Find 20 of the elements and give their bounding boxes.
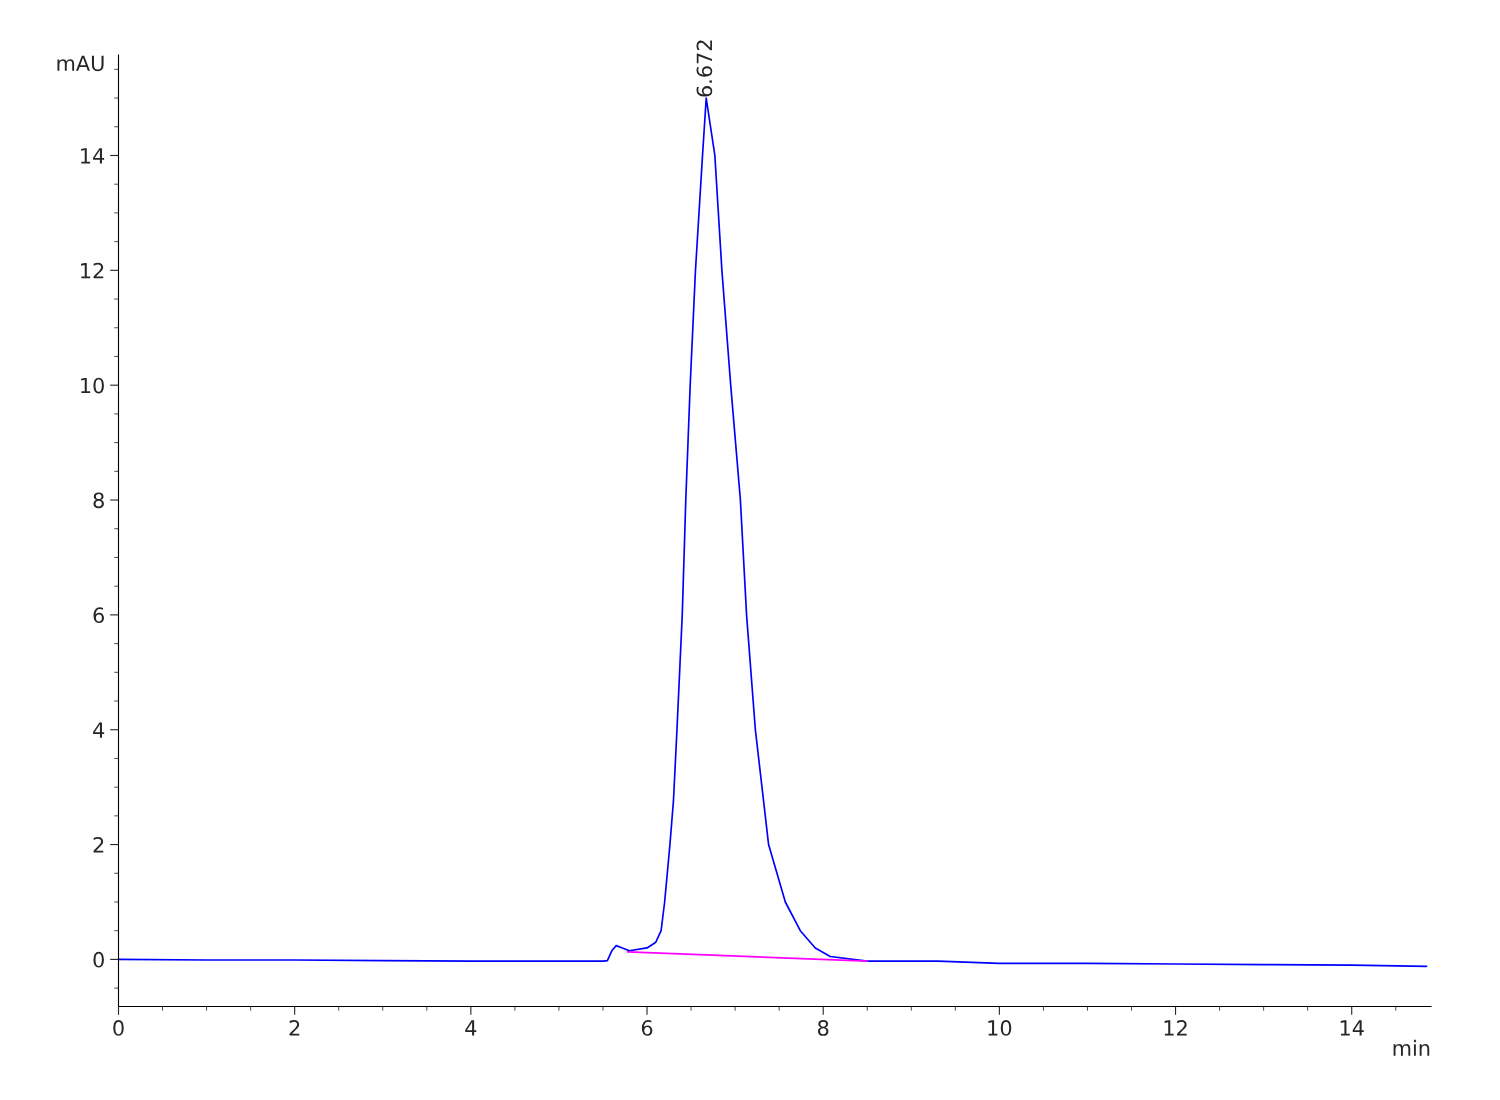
x-tick-label: 2 [289,1020,300,1036]
y-tick-label: 10 [81,377,104,394]
x-tick-label: 14 [1340,1020,1364,1036]
x-tick-label: 4 [465,1020,477,1036]
x-axis-title: min [1393,1039,1430,1056]
y-axis-title: mAU [57,55,104,72]
y-tick-label: 0 [93,951,104,968]
annotation: 6.672 [696,40,713,97]
x-tick-label: 8 [817,1020,829,1036]
x-tick-label: 12 [1164,1020,1187,1036]
x-tick-label: 0 [113,1020,124,1036]
x-tick-label: 10 [988,1020,1012,1036]
line-series [118,97,1428,968]
y-tick-label: 2 [93,837,104,853]
y-tick-label: 14 [81,148,105,164]
y-tick-label: 8 [93,492,104,509]
y-tick-label: 4 [93,722,105,738]
x-tick-label: 6 [641,1020,653,1036]
y-tick-label: 12 [81,262,104,279]
y-tick-label: 6 [93,607,104,624]
